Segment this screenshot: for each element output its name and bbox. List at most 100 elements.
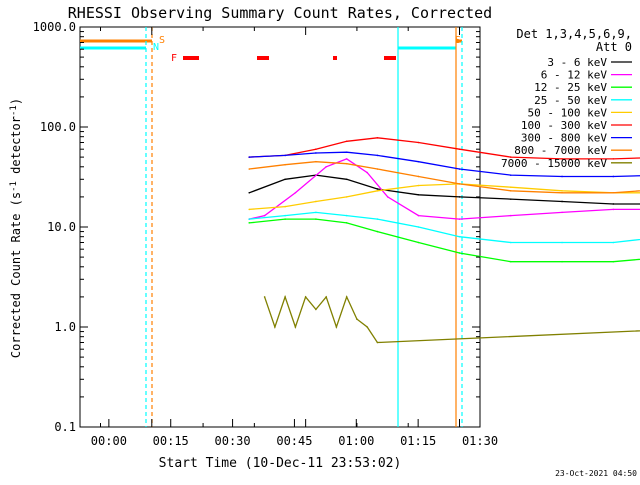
y-axis-label-tail: detector	[9, 116, 23, 181]
series-point	[345, 151, 348, 153]
series-point	[345, 196, 348, 198]
series-point	[417, 193, 420, 196]
legend-label: 800 - 7000 keV	[514, 144, 607, 157]
series-point	[356, 318, 358, 320]
legend-label: 12 - 25 keV	[534, 81, 607, 94]
series-point	[345, 140, 348, 143]
series-point	[248, 156, 251, 158]
series-point	[561, 190, 563, 192]
series-point	[248, 168, 251, 170]
y-axis-label-end: )	[9, 98, 23, 105]
series-point	[458, 183, 461, 185]
series-point	[284, 296, 286, 298]
series-point	[458, 252, 461, 254]
series-point	[458, 196, 461, 198]
flag-f-label: F	[171, 53, 177, 64]
y-axis-label: Corrected Count Rate (s-1 detector-1)	[9, 98, 23, 358]
legend-label: 100 - 300 keV	[521, 119, 607, 132]
series-point	[335, 326, 338, 328]
axis-layer: 0.1 1.0 10.0 100.0 1000.0 00:00 00:15 00:30 00:4…	[33, 20, 498, 448]
series-point	[458, 218, 461, 220]
legend-label: 300 - 800 keV	[521, 132, 607, 145]
series-point	[417, 241, 420, 244]
series-point	[284, 178, 286, 181]
series-line-5	[249, 137, 640, 160]
series-point	[509, 214, 512, 217]
series-point	[376, 136, 379, 139]
legend-label: 7000 - 15000 keV	[501, 157, 607, 170]
series-point	[509, 198, 512, 200]
series-point	[284, 205, 286, 208]
y-axis-label-sup2: -1	[9, 105, 19, 116]
x-tick-label: 00:15	[153, 434, 189, 448]
series-point	[417, 141, 420, 144]
chart-title: RHESSI Observing Summary Count Rates, Co…	[68, 4, 492, 22]
series-line-3	[249, 211, 640, 244]
series-point	[509, 156, 512, 158]
series-point	[315, 160, 317, 163]
series-point	[509, 241, 512, 244]
x-tick-label: 00:45	[276, 434, 312, 448]
series-point	[315, 218, 317, 220]
series-point	[315, 148, 317, 150]
series-point	[509, 174, 512, 176]
series-point	[458, 168, 461, 170]
y-axis-label-main: Corrected Count Rate (s	[9, 192, 23, 358]
series-point	[376, 341, 379, 344]
x-tick-label: 01:30	[462, 434, 498, 448]
series-point	[315, 152, 317, 154]
series-point	[345, 162, 348, 165]
series-point	[561, 241, 563, 244]
series-point	[248, 208, 251, 211]
series-point	[612, 241, 615, 244]
series-point	[284, 214, 286, 217]
y-axis-label-sup: -1	[9, 181, 19, 192]
series-point	[376, 230, 379, 233]
series-point	[612, 158, 615, 160]
x-tick-label: 00:00	[91, 434, 127, 448]
series-line-2	[249, 218, 640, 263]
series-point	[345, 158, 348, 160]
x-axis-label: Start Time (10-Dec-11 23:53:02)	[159, 456, 402, 471]
series-point	[248, 222, 251, 224]
series-point	[612, 191, 615, 194]
series-point	[294, 326, 297, 328]
observing-flags-layer	[80, 27, 463, 427]
series-point	[376, 218, 379, 220]
series-point	[366, 326, 368, 328]
legend-header-line-1: Det 1,3,4,5,6,9,	[516, 27, 632, 41]
series-line-1	[249, 158, 640, 220]
y-tick-label: 1.0	[54, 320, 76, 334]
series-point	[509, 190, 512, 192]
series-point	[612, 260, 615, 263]
series-point	[263, 296, 266, 298]
legend-label: 3 - 6 keV	[547, 56, 607, 69]
legend-header-line-2: Att 0	[596, 40, 632, 54]
series-layer	[248, 136, 640, 344]
series-point	[417, 160, 420, 163]
series-point	[561, 260, 563, 263]
series-point	[248, 218, 251, 220]
series-point	[561, 200, 563, 203]
series-line-8	[263, 294, 640, 344]
series-point	[417, 226, 420, 228]
series-line-6	[249, 151, 640, 178]
legend-label: 25 - 50 keV	[534, 94, 607, 107]
series-point	[376, 154, 379, 157]
series-point	[612, 208, 615, 211]
series-point	[325, 165, 327, 168]
series-point	[561, 158, 563, 160]
x-tick-label: 01:00	[338, 434, 374, 448]
flag-n-label: N	[153, 42, 159, 53]
series-point	[561, 211, 563, 214]
series-point	[315, 308, 317, 311]
series-point	[417, 184, 420, 187]
series-point	[561, 175, 563, 178]
series-point	[284, 154, 286, 157]
series-point	[284, 163, 286, 166]
legend-label: 50 - 100 keV	[528, 106, 608, 119]
series-point	[315, 200, 317, 203]
series-point	[417, 175, 420, 178]
series-point	[509, 186, 512, 189]
x-tick-label: 00:30	[215, 434, 251, 448]
